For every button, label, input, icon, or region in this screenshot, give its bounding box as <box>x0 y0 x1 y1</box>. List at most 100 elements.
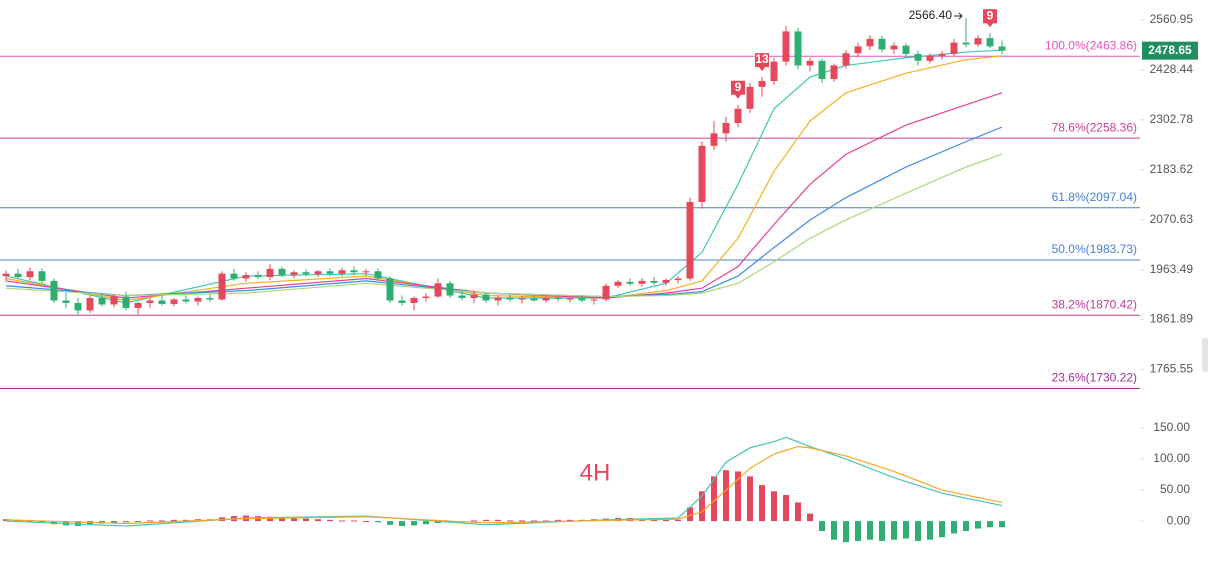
candle-body <box>566 298 574 300</box>
macd-bar <box>327 519 333 522</box>
fib-label: 61.8%(2097.04) <box>1052 190 1137 204</box>
candle-body <box>158 300 166 304</box>
candle-body <box>506 297 514 300</box>
candle-body <box>638 280 646 284</box>
candle-body <box>710 133 718 146</box>
macd-tick-label: 100.00 <box>1153 451 1190 465</box>
high-label: 2566.40 <box>909 8 953 22</box>
candle-body <box>746 86 754 109</box>
macd-bar <box>759 485 765 522</box>
macd-bar <box>831 521 837 540</box>
macd-tick-label: 150.00 <box>1153 420 1190 434</box>
candle-body <box>194 298 202 302</box>
candle-body <box>626 281 634 284</box>
candle-body <box>866 38 874 47</box>
macd-dif <box>5 436 1003 527</box>
macd-bar <box>183 519 189 522</box>
macd-bar <box>363 521 369 523</box>
candle-body <box>782 31 790 62</box>
td-count: 9 <box>735 80 742 94</box>
candle-body <box>698 145 706 202</box>
macd-bar <box>123 521 129 523</box>
macd-bar <box>867 521 873 540</box>
candle-body <box>110 296 118 305</box>
macd-bar <box>795 502 801 522</box>
candle-body <box>494 297 502 301</box>
fib-label: 50.0%(1983.73) <box>1052 242 1137 256</box>
macd-bar <box>999 521 1005 528</box>
macd-bar <box>567 519 573 522</box>
macd-bar <box>747 476 753 522</box>
timeframe-label: 4H <box>580 459 611 486</box>
y-tick-label: 2428.44 <box>1150 62 1194 76</box>
last-price-box <box>1142 41 1198 60</box>
moving-average <box>5 153 1003 298</box>
candle-body <box>122 296 130 308</box>
macd-bar <box>303 518 309 522</box>
candle-body <box>26 271 34 278</box>
fib-label: 78.6%(2258.36) <box>1052 120 1137 134</box>
candle-body <box>986 38 994 47</box>
macd-bar <box>891 521 897 540</box>
y-tick-label: 1765.55 <box>1150 362 1194 376</box>
candle-body <box>602 285 610 300</box>
macd-bar <box>111 521 117 523</box>
macd-bar <box>927 521 933 540</box>
candle-body <box>578 298 586 301</box>
high-arrow <box>954 12 963 20</box>
candle-body <box>74 302 82 311</box>
candle-body <box>650 280 658 283</box>
candle-body <box>134 302 142 308</box>
candle-body <box>542 298 550 301</box>
candle-body <box>374 271 382 279</box>
macd-bar <box>783 495 789 522</box>
macd-dea <box>5 446 1003 525</box>
moving-average <box>5 92 1003 299</box>
candle-body <box>998 46 1006 51</box>
candle-body <box>266 268 274 278</box>
candle-body <box>914 53 922 61</box>
macd-bar <box>507 520 513 522</box>
candle-body <box>878 38 886 50</box>
candle-body <box>794 31 802 66</box>
fib-label: 38.2%(1870.42) <box>1052 297 1137 311</box>
y-tick-label: 1963.49 <box>1150 262 1194 276</box>
td-count: 9 <box>987 8 994 22</box>
candle-body <box>278 268 286 276</box>
candle-body <box>962 42 970 45</box>
macd-bar <box>147 520 153 522</box>
candle-body <box>722 123 730 134</box>
macd-bar <box>387 521 393 525</box>
macd-bar <box>735 471 741 522</box>
macd-bar <box>699 491 705 522</box>
macd-tick-label: 50.00 <box>1160 482 1190 496</box>
macd-bar <box>291 517 297 522</box>
candle-body <box>554 298 562 300</box>
macd-bar <box>951 521 957 534</box>
td-count: 13 <box>755 52 769 66</box>
macd-bar <box>423 521 429 525</box>
y-tick-label: 2302.78 <box>1150 112 1194 126</box>
candle-body <box>758 80 766 87</box>
candle-body <box>806 60 814 66</box>
fib-label: 23.6%(1730.22) <box>1052 371 1137 385</box>
macd-bar <box>963 521 969 532</box>
macd-bar <box>771 491 777 522</box>
candle-body <box>734 108 742 124</box>
candle-body <box>290 272 298 276</box>
macd-bar <box>903 521 909 539</box>
candle-body <box>530 298 538 301</box>
moving-average <box>5 55 1003 302</box>
candle-body <box>902 45 910 54</box>
macd-bar <box>279 517 285 522</box>
candle-body <box>254 275 262 278</box>
candle-body <box>182 299 190 302</box>
macd-bar <box>375 521 381 523</box>
candle-body <box>218 273 226 300</box>
macd-bar <box>135 521 141 523</box>
macd-bar <box>351 520 357 522</box>
candle-body <box>410 298 418 303</box>
side-handle[interactable] <box>1202 338 1208 372</box>
macd-bar <box>855 521 861 541</box>
